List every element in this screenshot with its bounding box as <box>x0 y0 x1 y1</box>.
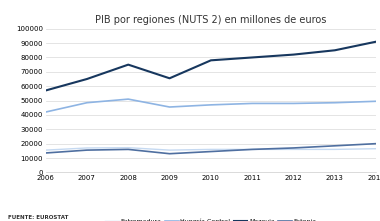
Line: Hungría Central: Hungría Central <box>46 99 376 112</box>
Mazovia <box>167 77 172 80</box>
Extremadura <box>250 148 255 151</box>
Extremadura <box>43 149 48 151</box>
Hungría Central <box>332 101 337 104</box>
Mazovia <box>291 53 296 56</box>
Extremadura <box>167 149 172 151</box>
Line: Estonia: Estonia <box>46 144 376 154</box>
Estonia <box>43 152 48 154</box>
Hungría Central <box>250 102 255 105</box>
Mazovia <box>43 89 48 92</box>
Hungría Central <box>167 106 172 108</box>
Extremadura <box>332 148 337 151</box>
Hungría Central <box>374 100 378 103</box>
Mazovia <box>332 49 337 51</box>
Legend: Extremadura, Hungría Central, Mazovia, Estonia: Extremadura, Hungría Central, Mazovia, E… <box>103 216 319 221</box>
Hungría Central <box>209 103 213 106</box>
Mazovia <box>85 78 89 80</box>
Estonia <box>85 149 89 151</box>
Estonia <box>167 152 172 155</box>
Estonia <box>209 150 213 153</box>
Mazovia <box>250 56 255 59</box>
Extremadura <box>374 147 378 150</box>
Estonia <box>374 142 378 145</box>
Mazovia <box>209 59 213 62</box>
Hungría Central <box>85 101 89 104</box>
Mazovia <box>374 40 378 43</box>
Hungría Central <box>126 98 131 100</box>
Estonia <box>332 145 337 147</box>
Estonia <box>126 148 131 151</box>
Line: Extremadura: Extremadura <box>46 148 376 150</box>
Extremadura <box>291 148 296 151</box>
Extremadura <box>209 148 213 151</box>
Hungría Central <box>43 111 48 113</box>
Mazovia <box>126 63 131 66</box>
Title: PIB por regiones (NUTS 2) en millones de euros: PIB por regiones (NUTS 2) en millones de… <box>95 15 326 25</box>
Hungría Central <box>291 102 296 105</box>
Extremadura <box>126 146 131 149</box>
Line: Mazovia: Mazovia <box>46 42 376 90</box>
Estonia <box>250 148 255 151</box>
Extremadura <box>85 147 89 149</box>
Text: FUENTE: EUROSTAT: FUENTE: EUROSTAT <box>8 215 68 220</box>
Estonia <box>291 147 296 149</box>
